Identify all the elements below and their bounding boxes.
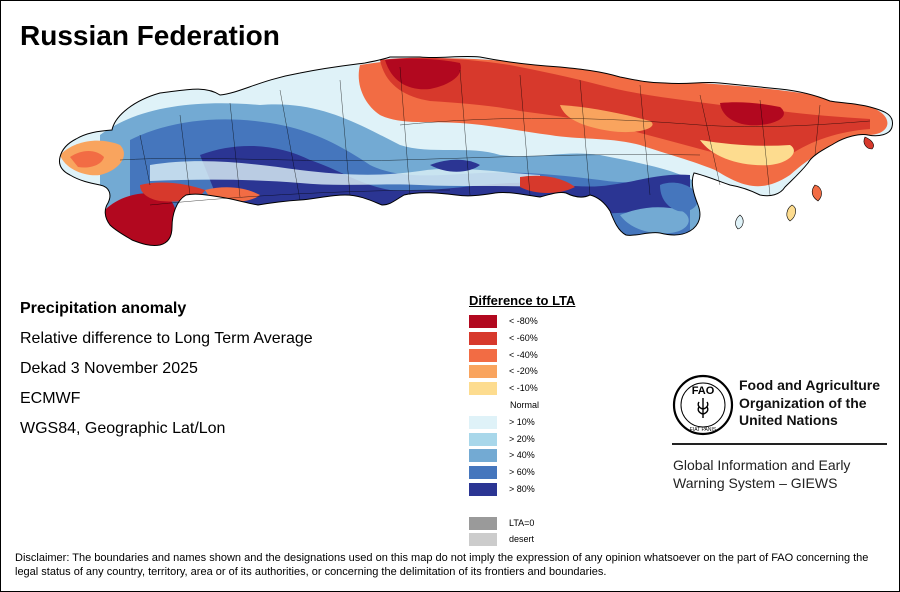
legend-item: > 80%	[469, 481, 575, 498]
legend-swatch	[469, 533, 497, 547]
legend-label: > 80%	[509, 483, 535, 494]
legend-item: > 60%	[469, 464, 575, 481]
fao-name: Food and Agriculture Organization of the…	[739, 377, 880, 430]
map-legend: Difference to LTA < -80% < -60% < -40% <…	[469, 293, 575, 548]
legend-swatch	[469, 331, 497, 345]
legend-label: < -20%	[509, 366, 538, 377]
legend-swatch	[469, 365, 497, 379]
legend-label: Normal	[510, 399, 540, 410]
legend-item: LTA=0	[469, 515, 575, 532]
fao-name-line: United Nations	[739, 412, 838, 428]
legend-item: < -10%	[469, 380, 575, 397]
legend-label: < -10%	[509, 383, 538, 394]
fao-emblem-text: FAO	[692, 385, 715, 397]
legend-item: < -20%	[469, 363, 575, 380]
legend-swatch	[469, 415, 497, 429]
fao-divider	[672, 443, 887, 445]
giews-name: Global Information and Early Warning Sys…	[673, 456, 850, 492]
legend-item: Normal	[469, 397, 575, 414]
map-info-subtitle: Relative difference to Long Term Average	[20, 330, 313, 347]
legend-swatch	[469, 516, 497, 530]
map-info-source: ECMWF	[20, 390, 81, 407]
legend-label: < -60%	[509, 332, 538, 343]
fao-logo-icon: FAO FIAT PANIS	[672, 374, 734, 436]
giews-line: Global Information and Early	[673, 457, 851, 473]
disclaimer: Disclaimer: The boundaries and names sho…	[15, 552, 869, 578]
legend-item: > 10%	[469, 414, 575, 431]
legend-swatch	[469, 382, 497, 396]
legend-swatch	[469, 449, 497, 463]
legend-label: > 10%	[509, 416, 535, 427]
map-info-heading: Precipitation anomaly	[20, 300, 187, 317]
legend-item: < -80%	[469, 313, 575, 330]
legend-item: > 40%	[469, 447, 575, 464]
legend-swatch	[469, 482, 497, 496]
fao-name-line: Food and Agriculture	[739, 377, 881, 393]
legend-label: < -80%	[509, 316, 538, 326]
legend-spacer	[469, 498, 575, 515]
legend-item: < -60%	[469, 330, 575, 347]
legend-label: > 40%	[509, 450, 535, 461]
anomaly-map	[59, 55, 894, 246]
legend-label: LTA=0	[509, 517, 535, 528]
map-info: Precipitation anomaly Relative differenc…	[20, 298, 313, 448]
legend-item: < -40%	[469, 347, 575, 364]
legend-label: > 20%	[509, 433, 535, 444]
legend-item: desert	[469, 531, 575, 548]
legend-label: > 60%	[509, 467, 535, 478]
legend-title: Difference to LTA	[469, 293, 576, 308]
legend-label: desert	[509, 534, 535, 545]
legend-label: < -40%	[509, 349, 538, 360]
map-info-period: Dekad 3 November 2025	[20, 360, 198, 377]
giews-line: Warning System – GIEWS	[673, 475, 838, 491]
fao-name-line: Organization of the	[739, 394, 867, 411]
map-title: Russian Federation	[20, 20, 280, 51]
legend-swatch	[469, 466, 497, 480]
legend-swatch	[469, 315, 497, 328]
legend-swatch	[469, 432, 497, 446]
fao-motto: FIAT PANIS	[690, 427, 717, 433]
map-info-projection: WGS84, Geographic Lat/Lon	[20, 420, 226, 437]
legend-item: > 20%	[469, 431, 575, 448]
legend-swatch	[469, 348, 497, 362]
